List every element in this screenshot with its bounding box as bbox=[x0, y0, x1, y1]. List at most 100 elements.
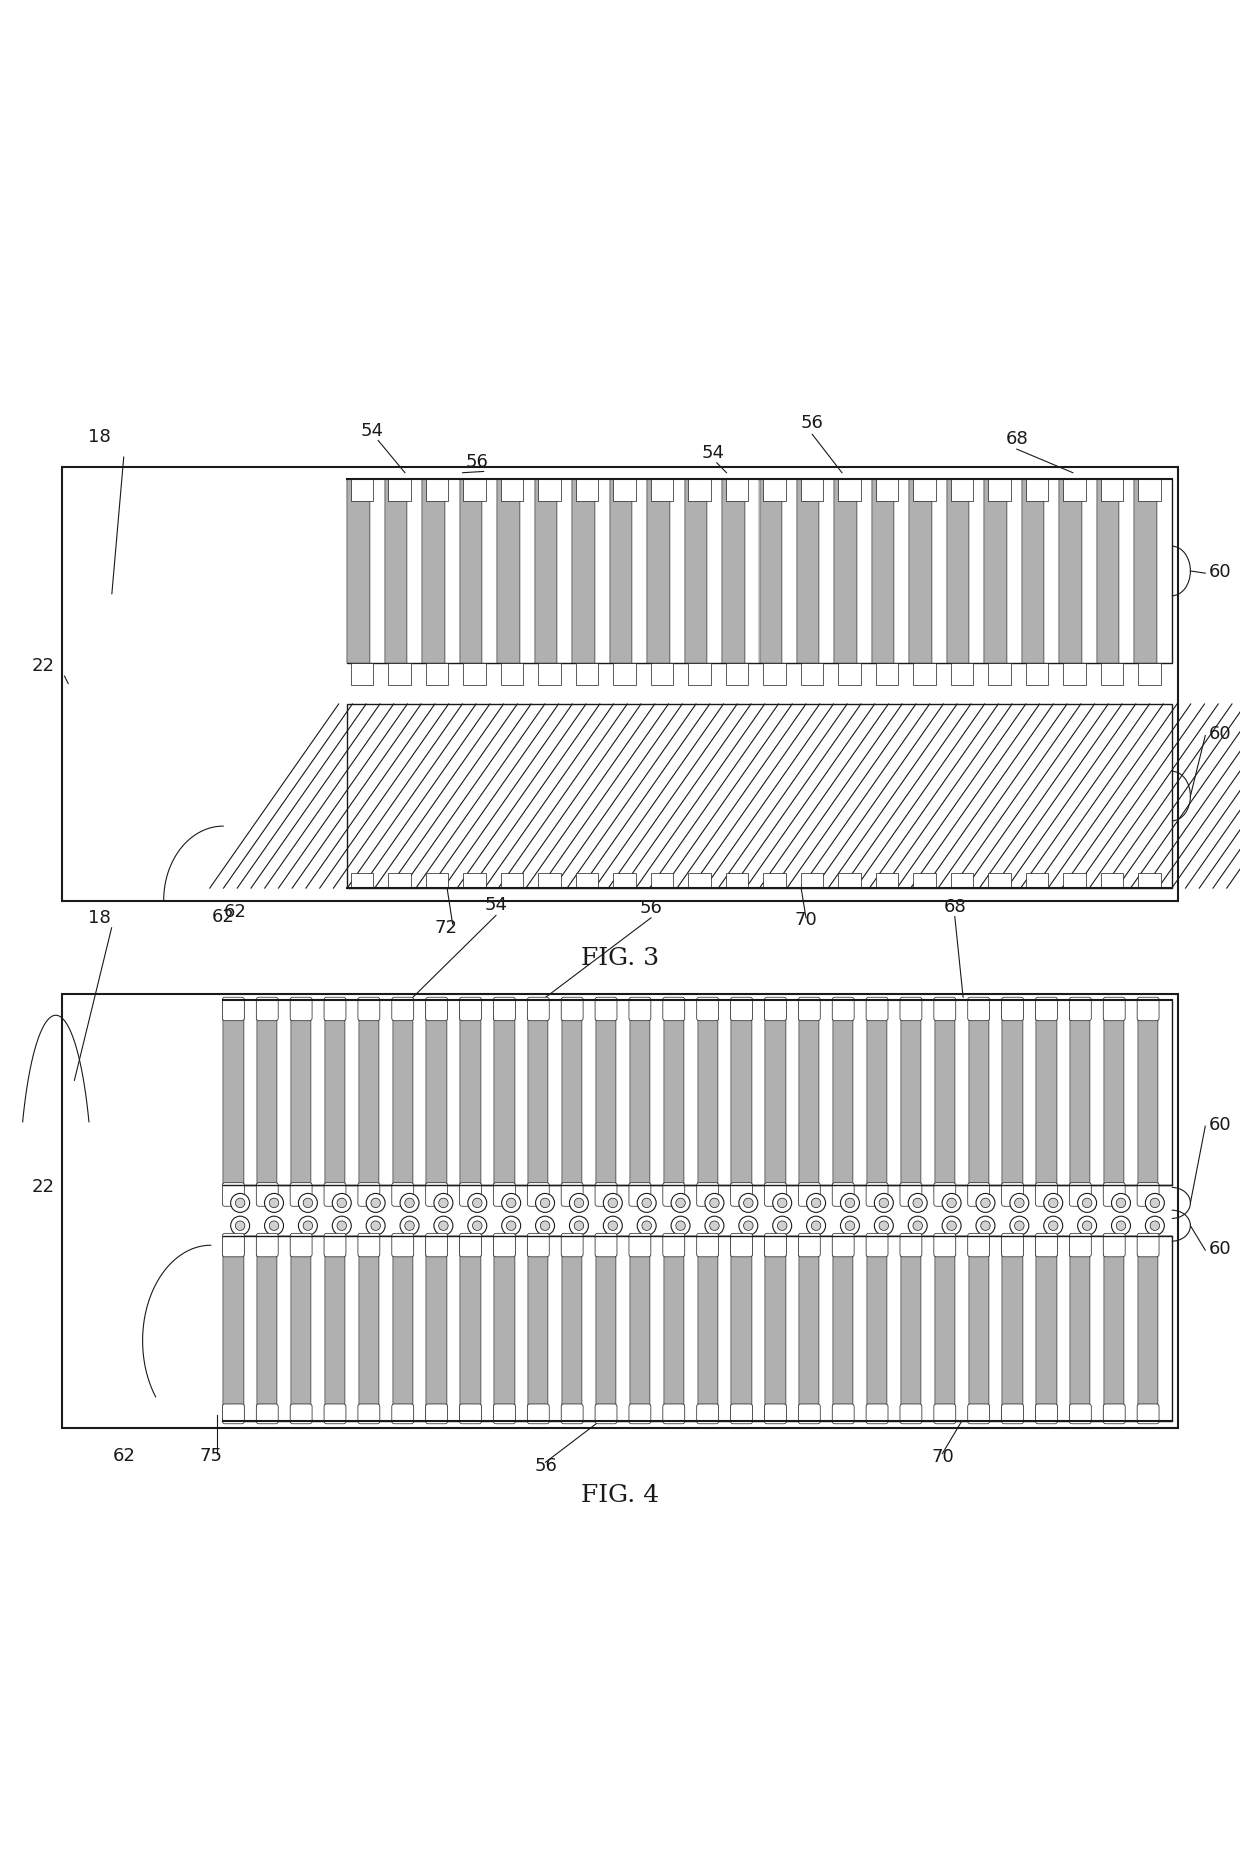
Circle shape bbox=[401, 1194, 419, 1213]
Circle shape bbox=[981, 1198, 991, 1207]
Circle shape bbox=[439, 1220, 448, 1230]
Circle shape bbox=[942, 1194, 961, 1213]
Bar bbox=[495, 1235, 515, 1421]
Bar bbox=[764, 479, 786, 501]
Text: 68: 68 bbox=[1006, 430, 1028, 449]
Text: 56: 56 bbox=[640, 900, 662, 917]
FancyBboxPatch shape bbox=[832, 1183, 854, 1205]
Circle shape bbox=[401, 1217, 419, 1235]
Bar bbox=[707, 479, 722, 663]
Bar bbox=[688, 663, 711, 686]
Circle shape bbox=[467, 1194, 487, 1213]
FancyBboxPatch shape bbox=[324, 997, 346, 1021]
Circle shape bbox=[472, 1198, 482, 1207]
FancyBboxPatch shape bbox=[799, 1405, 820, 1423]
Bar bbox=[596, 1000, 616, 1185]
Circle shape bbox=[332, 1217, 351, 1235]
Bar bbox=[935, 1235, 955, 1421]
Circle shape bbox=[841, 1194, 859, 1213]
FancyBboxPatch shape bbox=[629, 1183, 651, 1205]
Bar bbox=[875, 479, 898, 501]
Bar bbox=[900, 1000, 921, 1185]
Bar bbox=[650, 1235, 663, 1421]
Bar bbox=[1023, 1235, 1037, 1421]
Circle shape bbox=[806, 1194, 826, 1213]
FancyBboxPatch shape bbox=[358, 1233, 379, 1258]
FancyBboxPatch shape bbox=[629, 997, 651, 1021]
FancyBboxPatch shape bbox=[1002, 1183, 1023, 1205]
Bar bbox=[725, 874, 748, 889]
Bar bbox=[614, 479, 636, 501]
Bar bbox=[697, 1235, 718, 1421]
Bar bbox=[388, 874, 410, 889]
Circle shape bbox=[1083, 1198, 1092, 1207]
FancyBboxPatch shape bbox=[1035, 1405, 1058, 1423]
Bar bbox=[1158, 1000, 1172, 1185]
Bar bbox=[1090, 1000, 1104, 1185]
Circle shape bbox=[569, 1217, 589, 1235]
Circle shape bbox=[264, 1217, 284, 1235]
Bar bbox=[697, 1000, 718, 1185]
FancyBboxPatch shape bbox=[562, 997, 583, 1021]
Circle shape bbox=[608, 1220, 618, 1230]
Circle shape bbox=[371, 1220, 381, 1230]
Bar bbox=[243, 1000, 257, 1185]
Circle shape bbox=[642, 1198, 651, 1207]
Bar bbox=[495, 1000, 515, 1185]
Bar bbox=[684, 479, 707, 663]
Bar bbox=[725, 479, 748, 501]
FancyBboxPatch shape bbox=[392, 1233, 414, 1258]
Bar bbox=[744, 479, 759, 663]
FancyBboxPatch shape bbox=[663, 1183, 684, 1205]
FancyBboxPatch shape bbox=[595, 1405, 618, 1423]
Circle shape bbox=[1116, 1198, 1126, 1207]
Bar bbox=[875, 874, 898, 889]
Bar bbox=[358, 1235, 379, 1421]
Circle shape bbox=[337, 1220, 346, 1230]
Text: 54: 54 bbox=[702, 443, 724, 462]
Bar bbox=[460, 479, 482, 663]
FancyBboxPatch shape bbox=[1069, 1233, 1091, 1258]
Bar bbox=[838, 874, 861, 889]
FancyBboxPatch shape bbox=[595, 1183, 618, 1205]
Bar bbox=[223, 1000, 1172, 1185]
Bar bbox=[223, 1000, 243, 1185]
Bar bbox=[497, 479, 520, 663]
Bar bbox=[413, 1000, 427, 1185]
FancyBboxPatch shape bbox=[257, 997, 278, 1021]
Bar bbox=[888, 1235, 900, 1421]
Bar bbox=[1120, 479, 1135, 663]
FancyBboxPatch shape bbox=[934, 1405, 956, 1423]
Bar bbox=[1025, 479, 1048, 501]
Bar bbox=[1037, 1235, 1056, 1421]
Bar bbox=[632, 479, 647, 663]
Bar bbox=[630, 1000, 650, 1185]
FancyBboxPatch shape bbox=[392, 1405, 414, 1423]
FancyBboxPatch shape bbox=[1104, 1405, 1125, 1423]
Bar bbox=[838, 663, 861, 686]
Circle shape bbox=[604, 1194, 622, 1213]
Bar bbox=[857, 479, 872, 663]
Bar bbox=[538, 874, 560, 889]
Circle shape bbox=[773, 1194, 791, 1213]
Bar bbox=[764, 663, 786, 686]
Circle shape bbox=[303, 1198, 312, 1207]
Circle shape bbox=[467, 1217, 487, 1235]
FancyBboxPatch shape bbox=[460, 997, 481, 1021]
FancyBboxPatch shape bbox=[257, 1405, 278, 1423]
FancyBboxPatch shape bbox=[290, 1233, 312, 1258]
Circle shape bbox=[1009, 1217, 1029, 1235]
Circle shape bbox=[299, 1194, 317, 1213]
Circle shape bbox=[502, 1217, 521, 1235]
Bar bbox=[1125, 1000, 1138, 1185]
FancyBboxPatch shape bbox=[222, 1233, 244, 1258]
Circle shape bbox=[231, 1194, 249, 1213]
Bar bbox=[1056, 1235, 1070, 1421]
Bar bbox=[801, 874, 823, 889]
Bar bbox=[425, 479, 449, 501]
Circle shape bbox=[913, 1220, 923, 1230]
Circle shape bbox=[777, 1198, 787, 1207]
Bar bbox=[422, 479, 445, 663]
Bar bbox=[62, 993, 1178, 1427]
FancyBboxPatch shape bbox=[527, 1405, 549, 1423]
